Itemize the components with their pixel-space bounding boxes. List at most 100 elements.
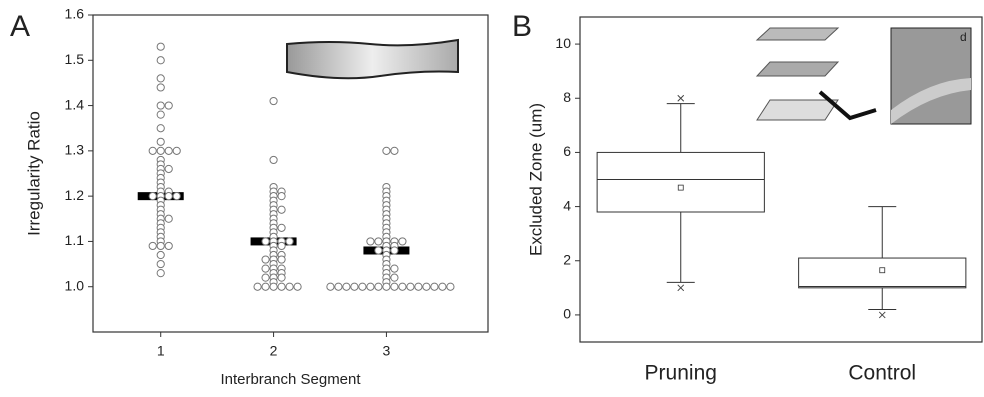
data-point bbox=[270, 283, 277, 290]
y-tick-label: 1.3 bbox=[65, 142, 85, 158]
x-tick-label: 1 bbox=[157, 343, 165, 359]
data-point bbox=[391, 247, 398, 254]
y-tick-label: 1.4 bbox=[65, 96, 85, 112]
data-point bbox=[157, 251, 164, 258]
data-point bbox=[157, 102, 164, 109]
data-point bbox=[423, 283, 430, 290]
data-point bbox=[383, 283, 390, 290]
data-point bbox=[278, 193, 285, 200]
data-point bbox=[149, 147, 156, 154]
data-point bbox=[157, 111, 164, 118]
data-point bbox=[375, 238, 382, 245]
data-point bbox=[294, 283, 301, 290]
data-point bbox=[367, 283, 374, 290]
data-point bbox=[391, 147, 398, 154]
data-point bbox=[391, 265, 398, 272]
y-tick-label: 1.2 bbox=[65, 187, 85, 203]
data-point bbox=[149, 242, 156, 249]
data-point bbox=[447, 283, 454, 290]
data-point bbox=[157, 57, 164, 64]
data-point bbox=[262, 238, 269, 245]
data-point bbox=[383, 147, 390, 154]
data-point bbox=[157, 270, 164, 277]
y-axis-label: Excluded Zone (um) bbox=[526, 103, 545, 256]
data-point bbox=[157, 84, 164, 91]
max-marker bbox=[678, 95, 684, 101]
data-point bbox=[157, 138, 164, 145]
data-point bbox=[157, 43, 164, 50]
mean-marker bbox=[678, 185, 683, 190]
inset-label: d bbox=[960, 30, 967, 44]
data-point bbox=[286, 238, 293, 245]
y-tick-label: 1.5 bbox=[65, 51, 85, 67]
data-point bbox=[343, 283, 350, 290]
data-point bbox=[254, 283, 261, 290]
page: 1.0 1.1 1.2 1.3 1.4 1.5 1.6 1 2 3 Interbranch Segm… bbox=[0, 0, 984, 397]
y-tick-label: 1.1 bbox=[65, 232, 85, 248]
x-tick-label: Control bbox=[848, 362, 916, 385]
data-point bbox=[149, 193, 156, 200]
x-tick-label: Pruning bbox=[645, 362, 717, 385]
panel-label: A bbox=[10, 10, 30, 43]
data-point bbox=[278, 242, 285, 249]
min-marker bbox=[678, 285, 684, 291]
box bbox=[597, 152, 764, 212]
data-point bbox=[165, 165, 172, 172]
x-tick-label: 2 bbox=[270, 343, 278, 359]
data-point bbox=[173, 193, 180, 200]
data-point bbox=[327, 283, 334, 290]
y-tick-label: 10 bbox=[555, 35, 571, 51]
data-point bbox=[439, 283, 446, 290]
data-point bbox=[415, 283, 422, 290]
y-tick-label: 8 bbox=[563, 89, 571, 105]
data-point bbox=[278, 206, 285, 213]
data-point bbox=[375, 247, 382, 254]
data-point bbox=[157, 260, 164, 267]
inset-image-a bbox=[287, 40, 458, 78]
data-point bbox=[262, 283, 269, 290]
x-tick-label: 3 bbox=[383, 343, 391, 359]
data-point bbox=[165, 242, 172, 249]
data-point bbox=[165, 215, 172, 222]
data-point bbox=[351, 283, 358, 290]
data-point bbox=[165, 193, 172, 200]
data-point bbox=[270, 156, 277, 163]
data-point bbox=[278, 274, 285, 281]
y-tick-label: 4 bbox=[563, 197, 571, 213]
data-point bbox=[278, 283, 285, 290]
inset-image-b bbox=[757, 28, 971, 124]
data-point bbox=[165, 147, 172, 154]
data-point bbox=[407, 283, 414, 290]
data-point bbox=[391, 274, 398, 281]
data-point bbox=[399, 238, 406, 245]
y-tick-label: 1.0 bbox=[65, 277, 85, 293]
y-tick-label: 6 bbox=[563, 143, 571, 159]
y-axis-label: Irregularity Ratio bbox=[24, 111, 43, 236]
data-point bbox=[157, 125, 164, 132]
data-point bbox=[431, 283, 438, 290]
data-point bbox=[262, 256, 269, 263]
mean-marker bbox=[880, 268, 885, 273]
data-point bbox=[173, 147, 180, 154]
data-point bbox=[262, 274, 269, 281]
panel-label: B bbox=[512, 10, 532, 43]
y-tick-label: 0 bbox=[563, 306, 571, 322]
y-tick-label: 1.6 bbox=[65, 6, 85, 22]
data-point bbox=[165, 102, 172, 109]
data-point bbox=[391, 283, 398, 290]
data-point bbox=[278, 224, 285, 231]
data-point bbox=[157, 242, 164, 249]
data-point bbox=[375, 283, 382, 290]
data-point bbox=[367, 238, 374, 245]
data-point bbox=[270, 97, 277, 104]
data-point bbox=[262, 265, 269, 272]
data-point bbox=[399, 283, 406, 290]
min-marker bbox=[879, 312, 885, 318]
data-point bbox=[157, 147, 164, 154]
figure: 1.0 1.1 1.2 1.3 1.4 1.5 1.6 1 2 3 Interbranch Segm… bbox=[0, 0, 984, 397]
data-point bbox=[278, 256, 285, 263]
data-point bbox=[157, 75, 164, 82]
data-point bbox=[286, 283, 293, 290]
data-point bbox=[359, 283, 366, 290]
x-axis-label: Interbranch Segment bbox=[220, 371, 361, 388]
